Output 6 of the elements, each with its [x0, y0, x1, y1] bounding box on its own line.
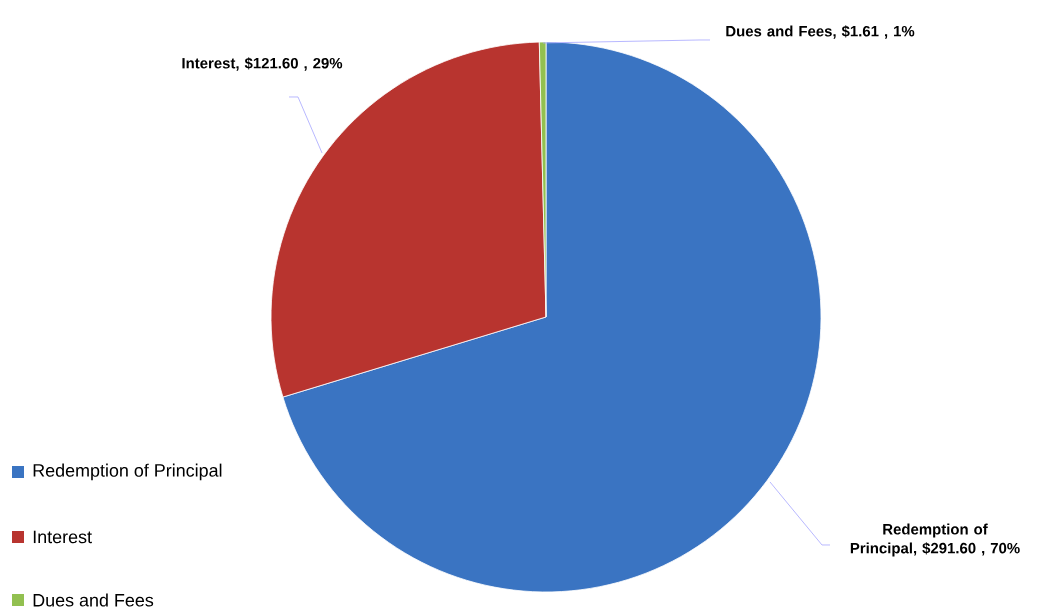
legend-label: Interest [33, 530, 92, 544]
legend-label: Redemption of Principal [33, 463, 222, 481]
data-label: Interest, $121.60 , 29% [182, 57, 343, 71]
legend-label: Dues and Fees [33, 593, 154, 607]
data-label: Redemption of Principal, $291.60 , 70% [850, 523, 1020, 557]
data-label: Dues and Fees, $1.61 , 1% [726, 25, 915, 39]
